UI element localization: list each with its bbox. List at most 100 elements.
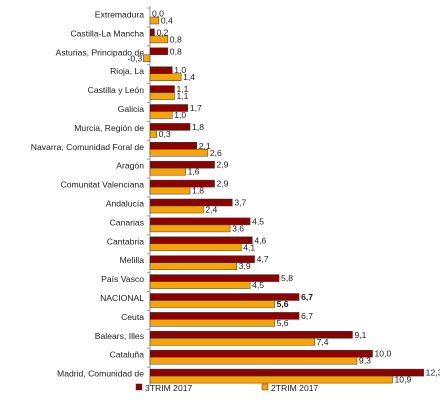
bar-2trim [149, 186, 191, 195]
data-label: 12,3 [426, 368, 440, 378]
bar-3trim [149, 349, 373, 358]
bar-3trim [149, 66, 173, 74]
data-label: 3,9 [239, 261, 251, 271]
data-label: 5,6 [277, 318, 289, 328]
data-label: 2,4 [205, 205, 217, 215]
bar-3trim [149, 123, 191, 131]
data-label: 9,3 [359, 356, 371, 366]
bar-2trim [149, 111, 173, 119]
category-label: Extremadura [95, 10, 144, 20]
bar-2trim [149, 375, 393, 384]
data-label: 3,6 [232, 223, 244, 233]
bar-3trim [149, 28, 155, 37]
bars-layer [143, 16, 424, 384]
category-label: NACIONAL [100, 293, 144, 303]
data-label: 3,7 [234, 198, 246, 208]
category-label: Balears, Illes [95, 331, 144, 341]
bar-2trim [149, 16, 160, 25]
data-label: 2,6 [210, 148, 222, 158]
data-label: 5,6 [277, 299, 289, 309]
data-label: 2,9 [217, 179, 229, 189]
data-label: 2,1 [199, 141, 211, 151]
legend-label-3trim: 3TRIM 2017 [145, 383, 193, 393]
data-label: 9,1 [354, 330, 366, 340]
data-label: 0,4 [161, 16, 173, 26]
data-label: 1,6 [188, 167, 200, 177]
data-label: 10,9 [395, 375, 412, 385]
data-label: 0,2 [156, 27, 168, 37]
category-label: Castilla-La Mancha [70, 28, 144, 38]
data-label: -0,3 [128, 53, 143, 63]
legend-swatch-3trim [135, 383, 143, 391]
data-label: 4,5 [252, 216, 264, 226]
category-label: Comunitat Valenciana [61, 180, 145, 190]
data-label: 5,8 [281, 273, 293, 283]
data-label: 1,8 [192, 122, 204, 132]
data-label: 4,7 [257, 254, 269, 264]
bar-2trim [149, 224, 231, 233]
data-label: 4,5 [252, 280, 264, 290]
axis-layer [147, 6, 151, 386]
bar-2trim [149, 319, 275, 327]
bar-2trim [149, 73, 182, 81]
category-label: Galicia [118, 104, 144, 114]
data-label: 0,8 [170, 46, 182, 56]
category-label: Andalucía [106, 199, 144, 209]
bar-2trim [149, 338, 315, 346]
data-label: 1,0 [174, 65, 186, 75]
category-label: Murcia, Región de [74, 123, 144, 133]
category-label: Melilla [120, 255, 145, 265]
bar-3trim [149, 179, 215, 188]
data-label: 10,0 [375, 349, 392, 359]
data-label: 7,4 [317, 337, 329, 347]
bar-2trim [149, 356, 358, 365]
data-label: 4,6 [254, 235, 266, 245]
bar-3trim [149, 47, 169, 56]
category-label: Aragón [116, 161, 144, 171]
bar-2trim [149, 167, 186, 176]
bar-3trim [149, 368, 424, 377]
bar-2trim [149, 300, 275, 308]
data-label: 4,1 [243, 242, 255, 252]
legend-swatch-2trim [261, 383, 269, 391]
bar-2trim [149, 130, 157, 138]
bar-2trim [149, 149, 209, 157]
data-label: 1,4 [183, 72, 195, 82]
data-label: 0,8 [170, 34, 182, 44]
data-label: 6,7 [301, 292, 313, 302]
data-label: 0,3 [159, 129, 171, 139]
category-label: Cantabria [107, 236, 144, 246]
bar-2trim [149, 35, 169, 44]
data-label: 1,1 [176, 91, 188, 101]
category-label: País Vasco [101, 274, 144, 284]
bar-3trim [149, 142, 197, 150]
bar-3trim [149, 160, 215, 169]
data-label: 1,7 [190, 103, 202, 113]
legend-label-2trim: 2TRIM 2017 [271, 383, 319, 393]
data-label: 2,9 [217, 160, 229, 170]
category-label: Cataluña [110, 350, 145, 360]
bar-2trim [143, 54, 151, 63]
bar-2trim [149, 243, 242, 252]
category-label: Castilla y León [88, 85, 145, 95]
bar-3trim [149, 236, 253, 245]
category-label: Navarra, Comunidad Foral de [31, 142, 144, 152]
category-label: Rioja, La [110, 66, 144, 76]
bar-2trim [149, 281, 251, 289]
legend: 3TRIM 2017 2TRIM 2017 [135, 383, 319, 393]
bar-2trim [149, 92, 175, 100]
bar-2trim [149, 262, 238, 270]
category-label: Madrid, Comunidad de [57, 369, 144, 379]
bar-3trim [149, 85, 175, 93]
data-label: 1,0 [174, 110, 186, 120]
bar-2trim [149, 205, 204, 214]
data-label: 6,7 [301, 311, 313, 321]
bar-3trim [149, 198, 233, 207]
data-label: 1,8 [192, 186, 204, 196]
data-label: 1,1 [176, 84, 188, 94]
category-label: Canarias [110, 217, 144, 227]
category-label: Ceuta [121, 312, 144, 322]
